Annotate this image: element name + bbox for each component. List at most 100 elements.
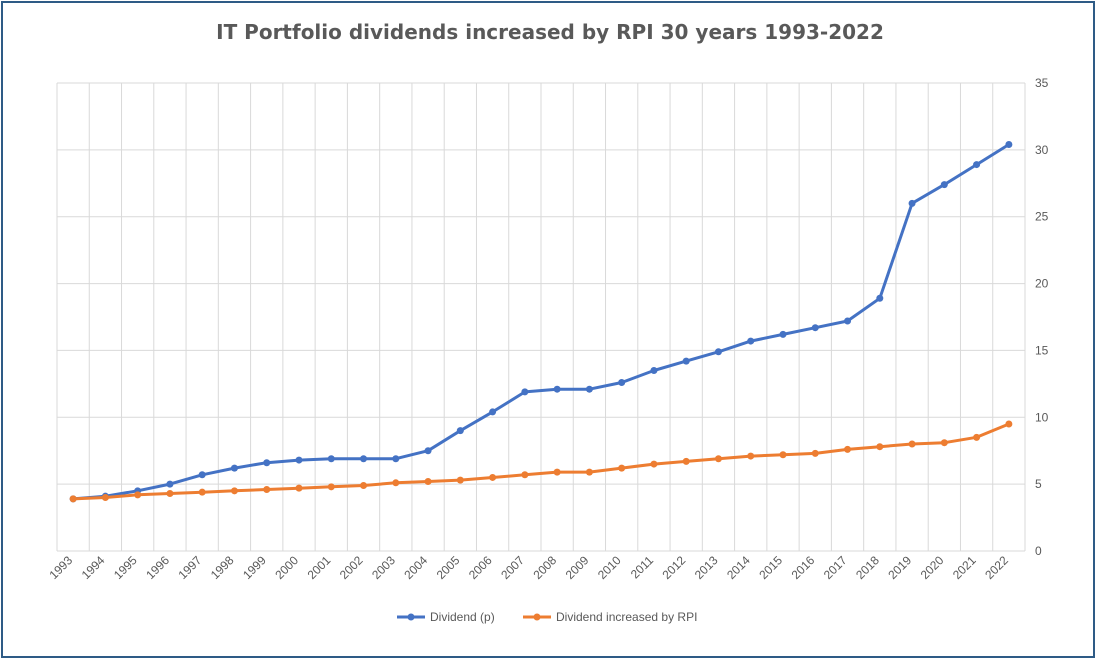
x-tick-label: 2009 <box>563 553 592 582</box>
data-point <box>650 460 658 468</box>
data-point <box>424 477 432 485</box>
data-point <box>295 484 303 492</box>
y-tick-label: 35 <box>1035 76 1049 90</box>
data-point <box>650 366 658 374</box>
legend-item: Dividend (p) <box>397 610 495 624</box>
legend: Dividend (p) Dividend increased by RPI <box>397 610 697 624</box>
x-tick-label: 2008 <box>530 553 559 582</box>
data-point <box>973 433 981 441</box>
data-point <box>489 473 497 481</box>
legend-label: Dividend increased by RPI <box>556 610 697 624</box>
data-point <box>360 481 368 489</box>
data-point <box>392 479 400 487</box>
x-tick-label: 2017 <box>821 553 850 582</box>
x-tick-label: 1998 <box>208 553 237 582</box>
data-point <box>1005 141 1013 149</box>
x-tick-label: 2018 <box>853 553 882 582</box>
data-point <box>779 451 787 459</box>
data-point <box>101 494 109 502</box>
data-point <box>811 449 819 457</box>
data-point <box>263 485 271 493</box>
chart-title: IT Portfolio dividends increased by RPI … <box>216 20 884 44</box>
data-point <box>230 464 238 472</box>
data-point <box>682 357 690 365</box>
x-tick-label: 1993 <box>46 553 75 582</box>
y-tick-label: 0 <box>1035 544 1042 558</box>
data-point <box>521 471 529 479</box>
x-tick-label: 2021 <box>950 553 979 582</box>
data-point <box>747 337 755 345</box>
data-point <box>424 447 432 455</box>
data-point <box>908 199 916 207</box>
x-tick-label: 2000 <box>272 553 301 582</box>
data-point <box>198 471 206 479</box>
series-line <box>72 143 1010 501</box>
gridlines <box>56 82 1026 552</box>
legend-item: Dividend increased by RPI <box>523 610 697 624</box>
legend-marker <box>533 613 541 621</box>
data-point <box>811 324 819 332</box>
data-point <box>489 408 497 416</box>
x-tick-label: 2022 <box>982 553 1011 582</box>
data-point <box>134 491 142 499</box>
x-tick-label: 1999 <box>240 553 269 582</box>
x-tick-label: 2019 <box>885 553 914 582</box>
data-point <box>908 440 916 448</box>
x-tick-label: 2006 <box>466 553 495 582</box>
x-tick-label: 2015 <box>756 553 785 582</box>
x-tick-label: 2005 <box>434 553 463 582</box>
x-tick-label: 2012 <box>660 553 689 582</box>
data-point <box>295 456 303 464</box>
data-point <box>521 388 529 396</box>
data-point <box>779 330 787 338</box>
data-point <box>456 427 464 435</box>
data-point <box>747 452 755 460</box>
x-tick-label: 1996 <box>143 553 172 582</box>
data-point <box>844 317 852 325</box>
data-point <box>618 379 626 387</box>
data-point <box>714 348 722 356</box>
data-point <box>230 487 238 495</box>
data-point <box>618 464 626 472</box>
data-point <box>166 490 174 498</box>
x-tick-label: 2014 <box>724 553 753 582</box>
x-tick-label: 2007 <box>498 553 527 582</box>
data-point <box>263 459 271 467</box>
x-tick-label: 2002 <box>337 553 366 582</box>
data-point <box>327 455 335 463</box>
y-tick-label: 25 <box>1035 210 1049 224</box>
data-point <box>553 468 561 476</box>
x-tick-label: 1994 <box>79 553 108 582</box>
series-line <box>73 422 1010 501</box>
x-tick-label: 2003 <box>369 553 398 582</box>
legend-label: Dividend (p) <box>430 610 495 624</box>
y-tick-label: 5 <box>1035 477 1042 491</box>
x-tick-label: 1997 <box>176 553 205 582</box>
x-tick-label: 2011 <box>628 553 656 581</box>
legend-marker <box>407 613 415 621</box>
data-point <box>166 480 174 488</box>
data-point <box>198 488 206 496</box>
data-point <box>69 495 77 503</box>
data-point <box>940 181 948 189</box>
x-tick-label: 2001 <box>305 553 334 582</box>
x-tick-label: 1995 <box>111 553 140 582</box>
x-tick-label: 2004 <box>401 553 430 582</box>
data-point <box>844 445 852 453</box>
data-point <box>327 483 335 491</box>
data-point <box>714 455 722 463</box>
x-tick-label: 2020 <box>918 553 947 582</box>
x-tick-label: 2010 <box>595 553 624 582</box>
axis-ticks: 0 5 10 15 20 25 30 35 1993 1994 1995 1996 1997 1998 19… <box>46 76 1048 582</box>
data-point <box>876 443 884 451</box>
data-point <box>940 439 948 447</box>
y-tick-label: 10 <box>1035 410 1049 424</box>
data-point <box>1005 420 1013 428</box>
y-tick-label: 15 <box>1035 343 1049 357</box>
y-tick-label: 30 <box>1035 143 1049 157</box>
series-1 <box>69 420 1013 503</box>
x-tick-label: 2013 <box>692 553 721 582</box>
data-point <box>360 455 368 463</box>
